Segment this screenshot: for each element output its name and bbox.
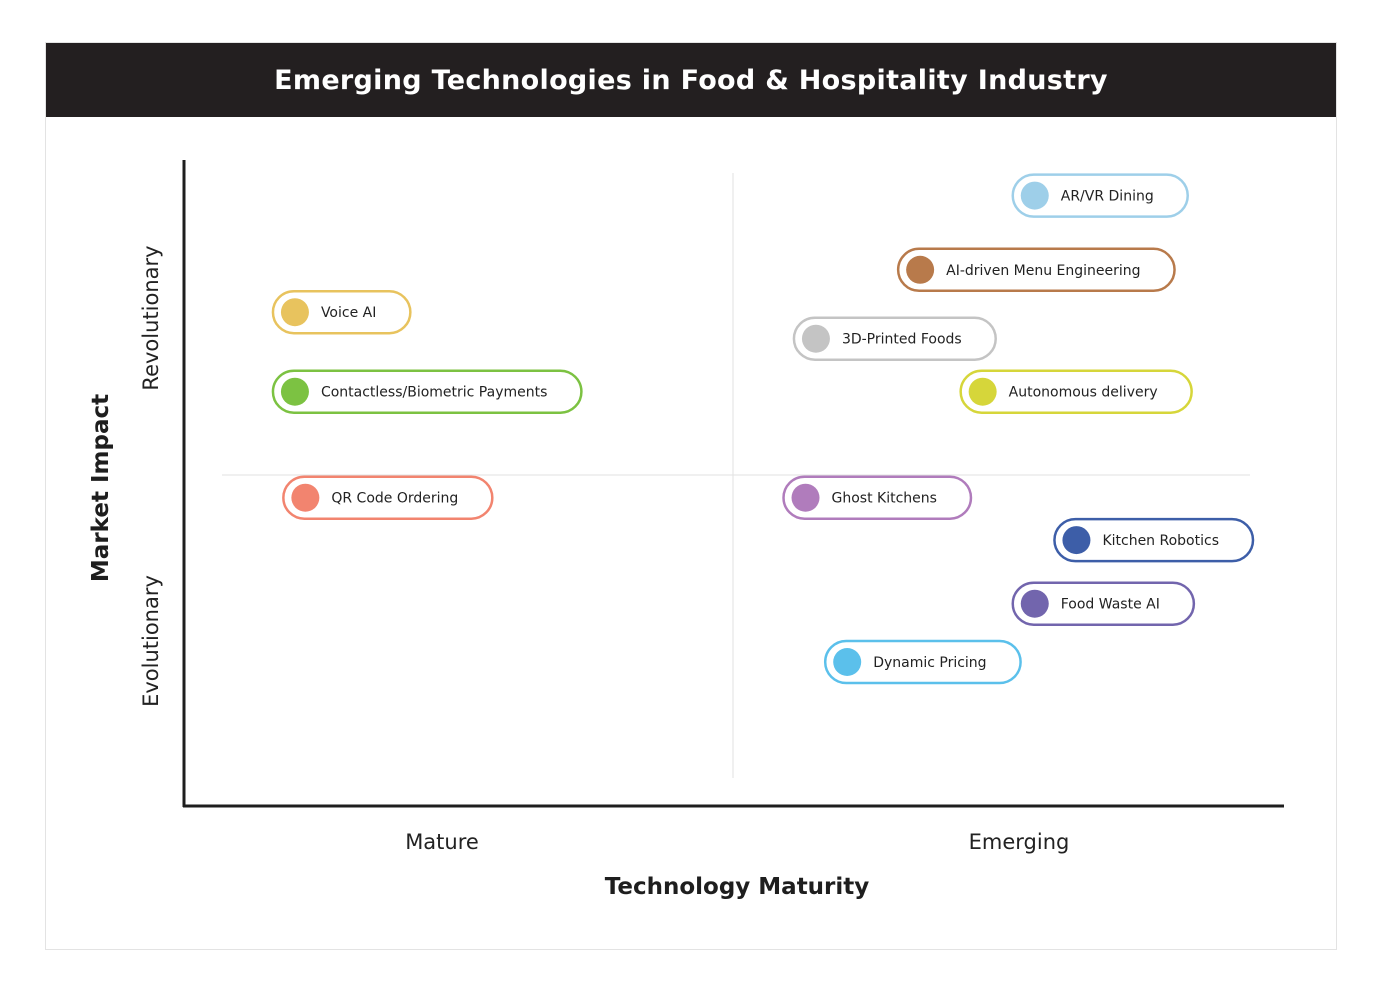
y-category-revolutionary: Revolutionary — [139, 245, 163, 390]
point-dynamic-pricing: Dynamic Pricing — [823, 639, 1022, 685]
point-label: Kitchen Robotics — [1102, 533, 1219, 549]
x-category-mature: Mature — [405, 830, 479, 854]
point-ar-vr-dining: AR/VR Dining — [1011, 173, 1189, 218]
point-ai-driven-menu-engineering: AI-driven Menu Engineering — [896, 247, 1176, 293]
x-category-emerging: Emerging — [969, 830, 1070, 854]
point-label: Food Waste AI — [1061, 597, 1160, 613]
point-food-waste-ai: Food Waste AI — [1011, 581, 1196, 626]
point-marker — [791, 483, 820, 512]
point-pill — [792, 316, 997, 361]
point-marker — [1020, 181, 1049, 210]
point-pill — [1011, 173, 1189, 218]
point-qr-code-ordering: QR Code Ordering — [282, 475, 494, 520]
point-label: Ghost Kitchens — [832, 491, 937, 507]
title-bar: Emerging Technologies in Food & Hospital… — [46, 43, 1336, 117]
point-label: AR/VR Dining — [1061, 189, 1154, 205]
point-label: 3D-Printed Foods — [842, 332, 962, 348]
data-points: AR/VR Dining AI-driven Menu Engineering 3D… — [271, 173, 1255, 685]
point-pill — [271, 289, 412, 335]
point-voice-ai: Voice AI — [271, 289, 412, 335]
point-marker — [906, 255, 935, 284]
x-axis-title: Technology Maturity — [605, 874, 870, 900]
point-marker — [968, 377, 997, 406]
point-pill — [959, 369, 1193, 414]
point-marker — [280, 298, 309, 327]
point-marker — [291, 483, 320, 512]
point-pill — [896, 247, 1176, 293]
point-marker — [1062, 526, 1091, 555]
point-pill — [1053, 517, 1255, 563]
point-label: Autonomous delivery — [1009, 385, 1158, 401]
point-ghost-kitchens: Ghost Kitchens — [782, 475, 973, 520]
y-axis-title: Market Impact — [88, 394, 114, 582]
point-label: QR Code Ordering — [331, 491, 458, 507]
point-label: Contactless/Biometric Payments — [321, 385, 547, 401]
point-pill — [282, 475, 494, 520]
point-marker — [833, 648, 862, 676]
point-label: Voice AI — [321, 305, 376, 321]
point-marker — [1020, 589, 1049, 618]
point-pill — [271, 369, 583, 414]
chart-title: Emerging Technologies in Food & Hospital… — [274, 64, 1108, 96]
point-kitchen-robotics: Kitchen Robotics — [1053, 517, 1255, 563]
point-label: Dynamic Pricing — [873, 655, 986, 671]
point-pill — [823, 639, 1022, 685]
point-3d-printed-foods: 3D-Printed Foods — [792, 316, 997, 361]
point-autonomous-delivery: Autonomous delivery — [959, 369, 1193, 414]
point-pill — [1011, 581, 1196, 626]
point-pill — [782, 475, 973, 520]
point-marker — [280, 377, 309, 406]
point-label: AI-driven Menu Engineering — [946, 263, 1140, 279]
y-category-evolutionary: Evolutionary — [139, 575, 163, 707]
point-marker — [801, 324, 830, 353]
point-contactless-biometric-payments: Contactless/Biometric Payments — [271, 369, 583, 414]
